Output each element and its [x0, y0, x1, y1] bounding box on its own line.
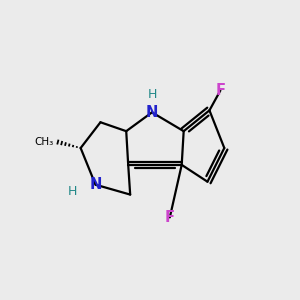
Text: N: N — [89, 177, 102, 192]
Text: F: F — [215, 83, 225, 98]
Text: H: H — [147, 88, 157, 101]
Text: N: N — [146, 105, 158, 120]
Text: H: H — [68, 185, 77, 198]
Text: F: F — [165, 210, 175, 225]
Text: CH₃: CH₃ — [34, 137, 54, 147]
